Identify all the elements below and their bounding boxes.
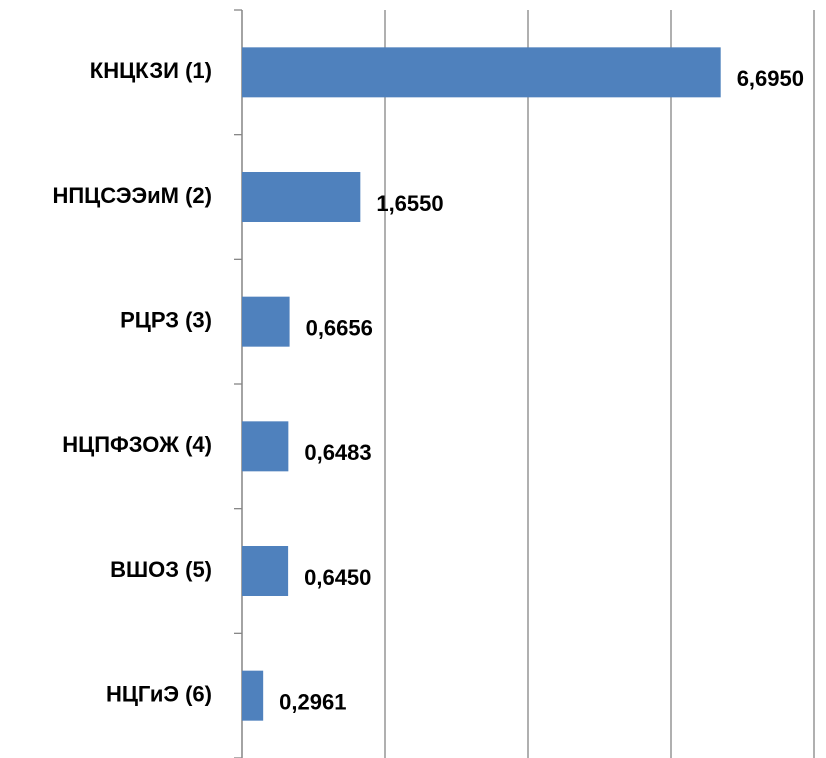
value-label: 0,6656 — [306, 315, 373, 340]
y-tick-label: КНЦКЗИ (1) — [90, 58, 212, 83]
y-tick-label: НЦГиЭ (6) — [106, 681, 212, 706]
value-label: 0,6450 — [304, 565, 371, 590]
y-tick-label: ВШОЗ (5) — [110, 557, 212, 582]
bar — [242, 670, 264, 721]
bar — [242, 546, 289, 596]
value-label: 0,6483 — [304, 440, 371, 465]
y-tick-label: РЦРЗ (3) — [120, 307, 212, 332]
value-label: 6,6950 — [737, 66, 804, 91]
value-label: 1,6550 — [376, 191, 443, 216]
bar — [242, 47, 721, 98]
value-label: 0,2961 — [279, 689, 346, 714]
y-tick-label: НЦПФЗОЖ (4) — [62, 432, 212, 457]
bar — [242, 421, 289, 472]
y-tick-label: НПЦСЭЭиМ (2) — [52, 183, 212, 208]
bar — [242, 296, 290, 347]
bar — [242, 172, 361, 222]
